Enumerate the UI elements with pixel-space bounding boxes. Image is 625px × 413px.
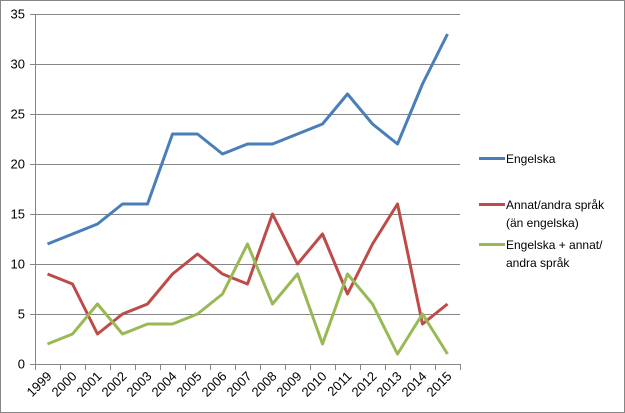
x-tick-label: 2015 [424, 369, 455, 400]
y-tick-label: 30 [11, 57, 25, 72]
legend-label: Engelska [506, 152, 556, 166]
y-tick-label: 0 [18, 357, 25, 372]
y-tick-label: 20 [11, 157, 25, 172]
legend-label: Annat/andra språk (än engelska) [506, 198, 605, 230]
y-axis-tick-labels: 0 5 10 15 20 25 30 35 [11, 7, 25, 372]
series-line-2 [46, 242, 449, 356]
x-tick-label: 2000 [49, 369, 80, 400]
x-tick-label: 2013 [374, 369, 405, 400]
x-tick-label: 2014 [399, 369, 430, 400]
legend-swatch-engelska [479, 157, 505, 160]
x-tick-label: 2003 [124, 369, 155, 400]
x-tick-label: 2001 [74, 369, 105, 400]
y-tick-label: 10 [11, 257, 25, 272]
legend-item-engelska-annat: Engelska + annat/ andra språk [479, 236, 624, 272]
legend-item-engelska: Engelska [479, 150, 624, 168]
x-tick-label: 2012 [349, 369, 380, 400]
x-tick-label: 2011 [324, 369, 354, 399]
y-tick-label: 25 [11, 107, 25, 122]
x-tick-label: 2008 [249, 369, 280, 400]
series-line-1 [46, 202, 449, 336]
x-tick-label: 2002 [99, 369, 130, 400]
x-tick-label: 2007 [224, 369, 255, 400]
y-tick-label: 5 [18, 307, 25, 322]
legend-item-annat: Annat/andra språk (än engelska) [479, 196, 624, 232]
x-tick-label: 2006 [199, 369, 230, 400]
x-tick-label: 2010 [299, 369, 330, 400]
x-axis-tick-labels: 1999200020012002200320042005200620072008… [24, 369, 455, 400]
legend-swatch-engelska-annat [479, 243, 505, 246]
x-tick-label: 1999 [24, 369, 55, 400]
legend-label: Engelska + annat/ andra språk [506, 238, 603, 270]
y-tick-label: 35 [11, 7, 25, 22]
gridlines [30, 14, 460, 365]
series-line-0 [46, 33, 449, 246]
x-tick-label: 2005 [174, 369, 205, 400]
data-series-lines [46, 33, 449, 356]
legend-swatch-annat [479, 203, 505, 206]
axes [35, 14, 461, 370]
x-tick-label: 2004 [149, 369, 180, 400]
y-tick-label: 15 [11, 207, 25, 222]
x-tick-label: 2009 [274, 369, 305, 400]
